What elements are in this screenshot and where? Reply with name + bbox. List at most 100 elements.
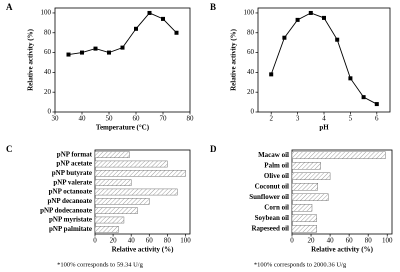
x-axis-label: Temperature (°C): [96, 124, 150, 132]
x-tick-label: 0: [290, 237, 294, 245]
x-tick-label: 5: [349, 115, 353, 123]
data-point: [134, 26, 138, 31]
x-axis-label: Relative activity (%): [112, 246, 174, 254]
category-label: pNP palmitate: [49, 225, 92, 233]
category-label: Rapeseed oil: [251, 224, 289, 232]
data-point: [295, 17, 300, 22]
x-tick-label: 6: [375, 115, 379, 123]
data-point: [174, 30, 179, 35]
category-label: Coconut oil: [255, 182, 289, 190]
data-point: [80, 50, 84, 55]
y-tick-label: 0: [48, 108, 52, 116]
x-tick-label: 60: [346, 237, 354, 245]
x-tick-label: 80: [164, 237, 172, 245]
bar: [94, 170, 186, 177]
bar: [94, 179, 132, 186]
data-point: [348, 76, 353, 81]
category-label: Soybean oil: [255, 214, 289, 222]
plot-frame: [291, 149, 393, 235]
y-tick-label: 40: [247, 68, 255, 76]
x-tick-label: 50: [106, 115, 114, 123]
category-label: Palm oil: [264, 161, 289, 169]
category-label: pNP octanoate: [49, 188, 92, 196]
category-label: pNP valerate: [53, 178, 92, 186]
bar: [94, 151, 130, 158]
category-label: pNP myristate: [49, 216, 92, 224]
category-label: pNP butyrate: [52, 169, 92, 177]
y-tick-label: 20: [44, 88, 52, 96]
y-axis-label: Relative activity (%): [230, 28, 238, 90]
data-point: [93, 46, 98, 51]
data-point: [282, 35, 287, 40]
data-point: [147, 10, 152, 15]
data-point: [269, 72, 274, 77]
panel-label: D: [210, 144, 217, 154]
category-label: pNP acetate: [56, 160, 92, 168]
data-point: [66, 52, 71, 57]
bar: [291, 204, 313, 212]
y-tick-label: 100: [244, 9, 255, 17]
x-tick-label: 60: [133, 115, 141, 123]
data-point: [120, 45, 125, 50]
category-label: pNP decanoate: [47, 197, 92, 205]
data-point: [361, 95, 366, 100]
bar: [291, 162, 321, 170]
y-tick-label: 20: [247, 88, 255, 96]
category-label: Sunflower oil: [249, 193, 289, 201]
bar: [94, 207, 138, 214]
x-tick-label: 2: [269, 115, 273, 123]
y-tick-label: 60: [247, 48, 255, 56]
panel-label: C: [6, 144, 13, 154]
data-point: [335, 37, 340, 42]
bar: [94, 198, 150, 205]
data-point: [374, 102, 379, 107]
category-label: pNP dodecanoate: [40, 206, 92, 214]
x-axis-label: pH: [319, 124, 329, 132]
bar: [291, 214, 317, 222]
y-tick-label: 0: [251, 108, 255, 116]
data-point: [322, 15, 326, 20]
y-tick-label: 40: [44, 68, 52, 76]
bar: [291, 225, 317, 233]
x-tick-label: 40: [327, 237, 335, 245]
data-line: [270, 12, 378, 105]
plot-frame: [257, 7, 391, 113]
category-label: Olive oil: [264, 172, 289, 180]
x-tick-label: 100: [382, 237, 393, 245]
bar: [291, 193, 329, 201]
x-tick-label: 3: [296, 115, 300, 123]
bar: [94, 216, 125, 224]
y-tick-label: 60: [44, 48, 52, 56]
bar: [94, 226, 119, 233]
data-point: [308, 10, 313, 15]
category-label: Corn oil: [264, 203, 289, 211]
x-tick-label: 80: [365, 237, 373, 245]
y-tick-label: 80: [247, 28, 255, 36]
panel-label: B: [210, 2, 216, 12]
x-tick-label: 20: [308, 237, 316, 245]
x-tick-label: 40: [79, 115, 87, 123]
category-label: Macaw oil: [258, 151, 289, 159]
x-tick-label: 0: [93, 237, 97, 245]
y-tick-label: 80: [44, 28, 52, 36]
bar: [291, 172, 331, 180]
bar: [291, 183, 318, 191]
bar: [94, 188, 178, 196]
plot-frame: [54, 7, 191, 113]
x-tick-label: 20: [110, 237, 118, 245]
x-tick-label: 100: [180, 237, 191, 245]
y-tick-label: 100: [41, 9, 52, 17]
x-tick-label: 4: [322, 115, 326, 123]
x-tick-label: 70: [160, 115, 168, 123]
data-point: [107, 50, 111, 55]
x-tick-label: 40: [128, 237, 136, 245]
x-tick-label: 30: [52, 115, 60, 123]
x-tick-label: 80: [187, 115, 195, 123]
x-axis-label: Relative activity (%): [311, 246, 373, 254]
y-axis-label: Relative activity (%): [27, 28, 35, 90]
x-tick-label: 60: [146, 237, 154, 245]
bar: [94, 160, 168, 168]
data-point: [161, 16, 165, 21]
footnote: *100% corresponds to 59.34 U/g: [57, 261, 144, 268]
